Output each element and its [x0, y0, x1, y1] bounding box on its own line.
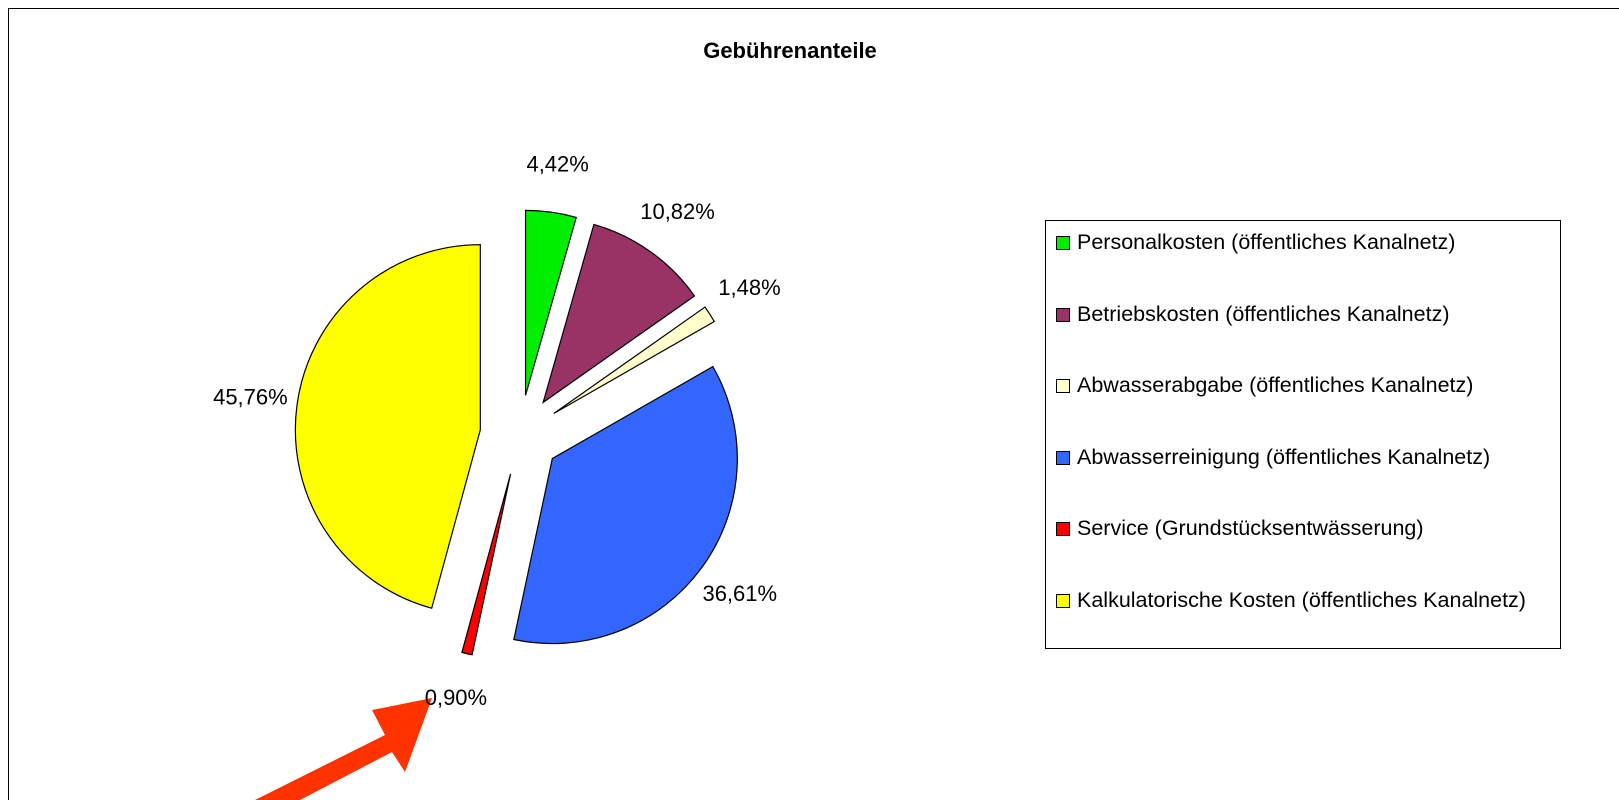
legend-item: Kalkulatorische Kosten (öffentliches Kan…: [1056, 587, 1557, 613]
pointer-arrow: [255, 698, 432, 800]
legend-swatch: [1056, 593, 1070, 608]
chart-title: Gebührenanteile: [703, 38, 877, 63]
legend-item: Personalkosten (öffentliches Kanalnetz): [1056, 229, 1557, 255]
pie-slice: [461, 473, 512, 656]
data-label: 0,90%: [425, 685, 487, 710]
pie-slice: [524, 209, 578, 396]
legend-label: Service (Grundstücksentwässerung): [1077, 516, 1424, 540]
legend-label: Personalkosten (öffentliches Kanalnetz): [1077, 230, 1456, 254]
data-label: 45,76%: [213, 385, 288, 410]
legend-swatch: [1056, 236, 1070, 250]
legend-label: Kalkulatorische Kosten (öffentliches Kan…: [1077, 587, 1526, 612]
legend-label: Abwasserreinigung (öffentliches Kanalnet…: [1077, 444, 1491, 469]
legend-item: Abwasserabgabe (öffentliches Kanalnetz): [1056, 372, 1557, 398]
data-label: 4,42%: [526, 151, 588, 176]
chart-frame: [8, 8, 1619, 800]
data-label: 10,82%: [640, 199, 715, 224]
legend-label: Betriebskosten (öffentliches Kanalnetz): [1077, 301, 1450, 326]
legend-item: Service (Grundstücksentwässerung): [1056, 515, 1557, 541]
data-label: 36,61%: [702, 581, 777, 606]
pie-slice: [294, 244, 481, 609]
legend-swatch: [1056, 379, 1070, 393]
pie-slice: [513, 365, 738, 645]
data-label: 1,48%: [718, 275, 780, 300]
pie-slice: [553, 306, 716, 415]
legend-swatch: [1056, 522, 1070, 536]
legend: Personalkosten (öffentliches Kanalnetz) B…: [1045, 220, 1561, 649]
legend-swatch: [1056, 450, 1070, 465]
legend-label: Abwasserabgabe (öffentliches Kanalnetz): [1077, 373, 1474, 397]
pie-slice: [542, 223, 696, 404]
legend-item: Betriebskosten (öffentliches Kanalnetz): [1056, 301, 1557, 327]
legend-swatch: [1056, 307, 1070, 322]
legend-item: Abwasserreinigung (öffentliches Kanalnet…: [1056, 444, 1557, 470]
